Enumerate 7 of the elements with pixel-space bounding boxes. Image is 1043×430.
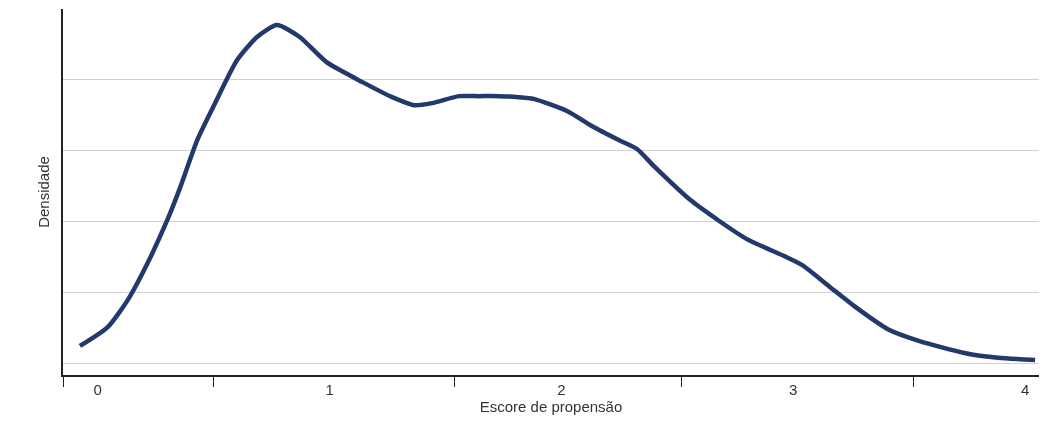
x-tick-label: 0	[93, 380, 102, 398]
y-axis-title: Densidade	[35, 156, 52, 228]
x-tick-label: 4	[1020, 380, 1030, 398]
x-tick-label: 2	[557, 380, 566, 398]
x-tick-label: 1	[325, 380, 334, 398]
x-axis-title: Escore de propensão	[479, 397, 623, 415]
x-tick-label: 3	[789, 380, 798, 398]
